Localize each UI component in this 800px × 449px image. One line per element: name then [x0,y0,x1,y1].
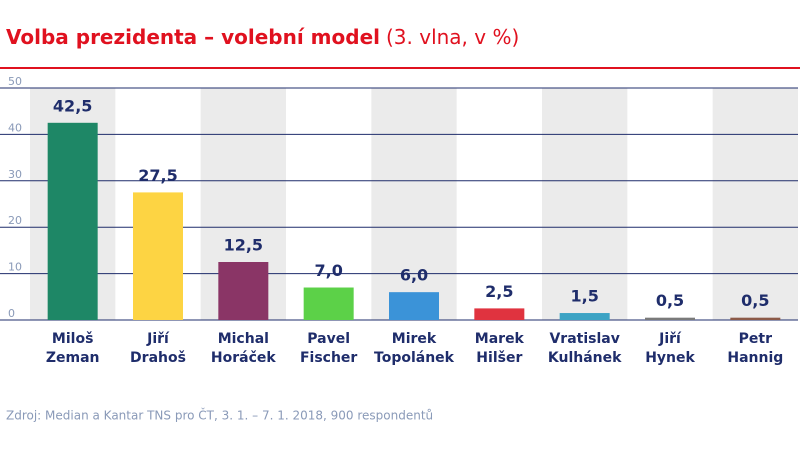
x-tick-label: Topolánek [374,350,455,366]
x-tick-label: Marek [475,331,525,347]
y-tick-label: 40 [8,121,22,134]
value-label: 0,5 [741,291,769,310]
x-tick-label: Hynek [645,350,695,366]
x-tick-label: Fischer [300,350,357,366]
value-label: 7,0 [314,261,342,280]
y-tick-label: 30 [8,168,22,181]
bar [133,192,183,320]
x-tick-label: Zeman [46,350,100,366]
x-tick-label: Hilšer [476,350,522,366]
value-label: 6,0 [400,266,428,285]
bar [730,317,781,320]
x-tick-label: Jiří [146,331,170,347]
chart-title: Volba prezidenta – volební model (3. vlna… [6,25,519,49]
x-tick-label: Vratislav [549,331,619,347]
x-tick-label: Drahoš [130,350,186,366]
x-tick-label: Michal [218,331,269,347]
x-tick-label: Pavel [307,331,350,347]
y-tick-label: 10 [8,261,22,274]
bar [389,292,439,320]
value-label: 2,5 [485,282,513,301]
source-note: Zdroj: Median a Kantar TNS pro ČT, 3. 1.… [6,408,433,423]
y-tick-label: 50 [8,75,22,88]
y-tick-label: 20 [8,214,22,227]
x-tick-label: Mirek [392,331,437,347]
bar [47,122,98,320]
column-band [371,88,457,320]
bar [474,308,525,320]
column-band [712,88,798,320]
x-tick-label: Horáček [211,350,276,366]
x-tick-label: Kulhánek [548,350,622,366]
value-label: 27,5 [138,166,177,185]
bar [645,317,695,320]
value-label: 42,5 [53,96,92,115]
bar [218,262,269,320]
bar [303,287,354,320]
x-tick-label: Miloš [52,331,93,347]
value-label: 1,5 [570,287,598,306]
y-tick-label: 0 [8,307,15,320]
x-tick-label: Jiří [658,331,682,347]
bar [559,313,610,320]
title: Volba prezidenta – volební model [6,25,380,49]
subtitle: (3. vlna, v %) [386,25,519,49]
value-label: 0,5 [656,291,684,310]
x-tick-label: Petr [739,331,772,347]
value-label: 12,5 [224,236,263,255]
x-tick-label: Hannig [727,350,783,366]
column-band [542,88,628,320]
